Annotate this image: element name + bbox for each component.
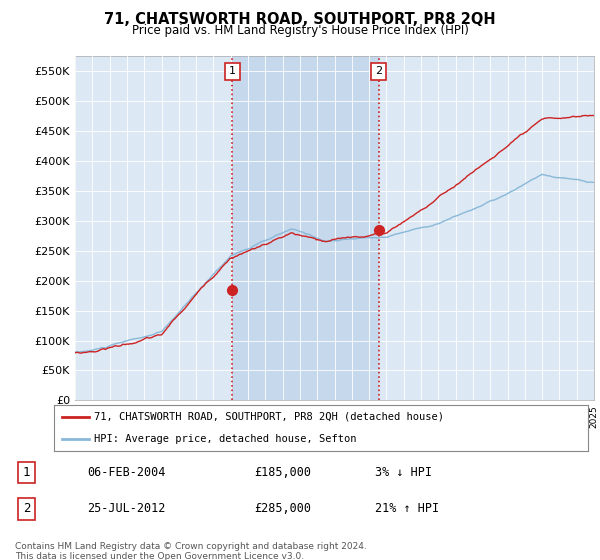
Text: 25-JUL-2012: 25-JUL-2012 [87,502,165,515]
Text: £185,000: £185,000 [254,466,311,479]
Text: Price paid vs. HM Land Registry's House Price Index (HPI): Price paid vs. HM Land Registry's House … [131,24,469,37]
Bar [232,56,379,400]
Text: 71, CHATSWORTH ROAD, SOUTHPORT, PR8 2QH: 71, CHATSWORTH ROAD, SOUTHPORT, PR8 2QH [104,12,496,27]
Text: 2: 2 [23,502,30,515]
Text: 3% ↓ HPI: 3% ↓ HPI [375,466,432,479]
Text: 21% ↑ HPI: 21% ↑ HPI [375,502,439,515]
Text: Contains HM Land Registry data © Crown copyright and database right 2024.
This d: Contains HM Land Registry data © Crown c… [15,542,367,560]
Text: 71, CHATSWORTH ROAD, SOUTHPORT, PR8 2QH (detached house): 71, CHATSWORTH ROAD, SOUTHPORT, PR8 2QH … [94,412,444,422]
Text: 06-FEB-2004: 06-FEB-2004 [87,466,165,479]
Text: 1: 1 [229,67,236,77]
Text: 1: 1 [23,466,30,479]
Text: £285,000: £285,000 [254,502,311,515]
Text: HPI: Average price, detached house, Sefton: HPI: Average price, detached house, Seft… [94,434,356,444]
Text: 2: 2 [375,67,382,77]
